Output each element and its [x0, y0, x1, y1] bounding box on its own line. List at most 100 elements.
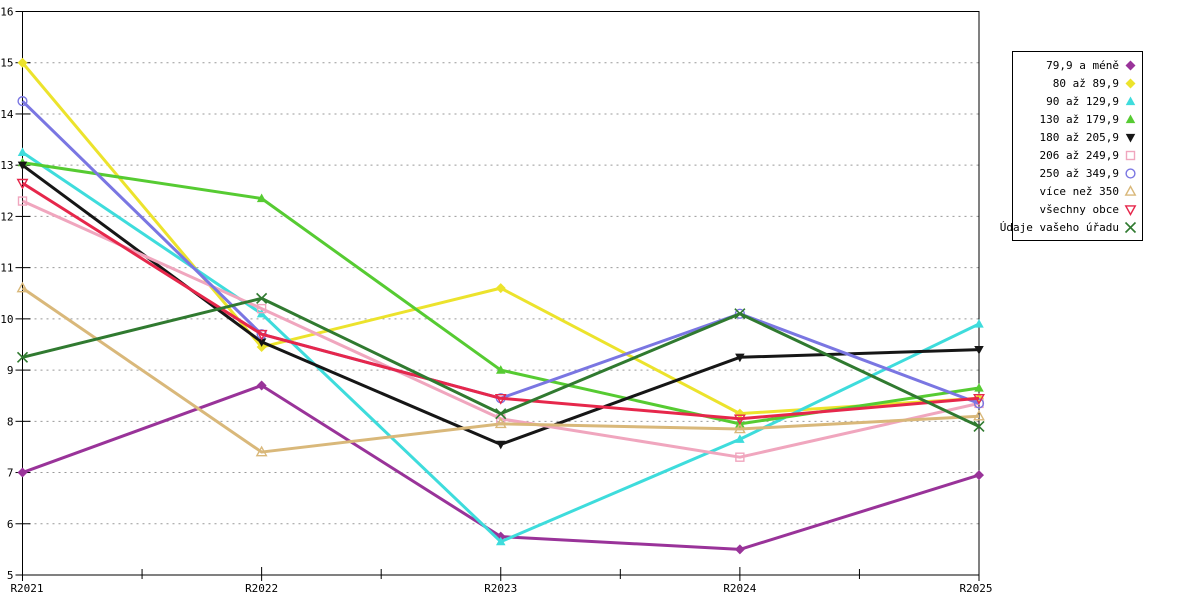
data-point-marker [17, 161, 28, 171]
data-point-marker [17, 57, 28, 68]
data-point-marker [495, 283, 506, 294]
data-point-marker [495, 408, 507, 420]
y-tick-label: 8 [7, 415, 14, 428]
data-point-marker [16, 351, 29, 363]
series-line [21, 181, 980, 421]
data-point-marker [496, 536, 506, 546]
diamond-legend-icon [1125, 78, 1136, 88]
data-point-marker [734, 544, 745, 555]
data-point-marker [1125, 114, 1136, 123]
data-point-marker [1124, 184, 1137, 196]
y-tick-label: 12 [0, 210, 13, 223]
legend-box: 79,9 a méně 80 až 89,9 90 až 129,9 130 až 1… [1000, 51, 1143, 241]
legend-label: 130 až 179,9 [1039, 112, 1119, 126]
data-point-marker [735, 452, 745, 462]
diamond-legend-icon [1125, 60, 1136, 70]
data-point-marker [973, 420, 985, 433]
data-point-marker [733, 414, 746, 426]
data-point-marker [974, 346, 984, 355]
data-point-marker [1125, 167, 1136, 179]
legend-label: 80 až 89,9 [1052, 76, 1119, 90]
y-tick-label: 7 [7, 467, 14, 480]
y-tick-label: 6 [7, 518, 14, 531]
data-point-marker [16, 178, 29, 190]
data-point-marker [256, 292, 268, 304]
square-open-legend-icon [1125, 150, 1136, 160]
y-tick-label: 5 [7, 569, 14, 582]
data-point-marker [496, 365, 506, 374]
data-point-marker [735, 353, 745, 363]
series-line [21, 151, 980, 544]
legend-row: všechny obce [1017, 200, 1137, 218]
legend-row: 130 až 179,9 [1017, 110, 1137, 128]
data-point-marker [734, 308, 745, 319]
data-point-marker [496, 440, 506, 450]
data-point-marker [1125, 60, 1136, 70]
data-point-marker [973, 393, 985, 405]
legend-label: 79,9 a méně [1046, 58, 1119, 72]
legend-row: Údaje vašeho úřadu [1000, 218, 1137, 236]
data-point-marker [17, 196, 28, 206]
data-point-marker [256, 193, 267, 203]
data-point-marker [494, 417, 507, 429]
data-point-marker [16, 281, 29, 293]
triangle-legend-icon [1125, 96, 1136, 105]
triangle-legend-icon [1125, 114, 1136, 123]
data-point-marker [255, 445, 268, 457]
legend-label: Údaje vašeho úřadu [999, 220, 1119, 234]
series-line [21, 286, 980, 454]
data-point-marker [1125, 96, 1136, 105]
y-tick-label: 14 [0, 108, 14, 121]
triangle-open-legend-icon [1124, 184, 1137, 196]
legend-label: 206 až 249,9 [1039, 148, 1119, 162]
data-point-marker [974, 470, 984, 481]
triangle-down-open-legend-icon [1124, 204, 1137, 216]
x-cross-legend-icon [1124, 221, 1137, 233]
legend-row: 90 až 129,9 [1017, 92, 1137, 110]
y-tick-label: 16 [0, 6, 13, 19]
legend-label: 180 až 205,9 [1039, 130, 1119, 144]
x-tick-label: R2024 [723, 582, 756, 595]
legend-row: 206 až 249,9 [1017, 146, 1137, 164]
x-tick-label: R2021 [10, 582, 43, 595]
x-tick-label: R2025 [959, 582, 992, 595]
data-point-marker [734, 408, 745, 419]
data-point-marker [17, 147, 28, 156]
data-point-marker [734, 308, 746, 320]
y-tick-label: 11 [0, 262, 13, 275]
circle-open-legend-icon [1125, 167, 1136, 179]
plot-border [22, 11, 980, 576]
data-point-marker [1124, 204, 1137, 216]
data-point-marker [1124, 221, 1137, 233]
triangle-down-legend-icon [1125, 133, 1136, 142]
data-point-marker [1125, 150, 1136, 160]
legend-label: všechny obce [1039, 202, 1119, 216]
data-point-marker [255, 329, 268, 341]
legend-row: více než 350 [1017, 182, 1137, 200]
y-tick-label: 13 [0, 159, 13, 172]
legend-label: 90 až 129,9 [1046, 94, 1119, 108]
data-point-marker [973, 409, 985, 421]
data-point-marker [735, 434, 745, 443]
data-point-marker [733, 422, 746, 434]
series-line [21, 61, 980, 416]
data-point-marker [974, 318, 984, 328]
legend-label: 250 až 349,9 [1039, 166, 1119, 180]
legend-row: 180 až 205,9 [1017, 128, 1137, 146]
legend-row: 80 až 89,9 [1017, 74, 1137, 92]
data-point-marker [1125, 133, 1136, 142]
data-point-marker [17, 96, 28, 107]
x-tick-label: R2022 [245, 582, 278, 595]
data-point-marker [256, 380, 267, 391]
data-point-marker [494, 393, 507, 405]
y-tick-label: 9 [7, 364, 14, 377]
legend-row: 250 až 349,9 [1017, 164, 1137, 182]
data-point-marker [974, 383, 984, 392]
legend-row: 79,9 a méně [1017, 56, 1137, 74]
data-point-marker [256, 338, 267, 347]
legend-label: více než 350 [1039, 184, 1119, 198]
data-point-marker [256, 303, 267, 314]
x-tick-label: R2023 [484, 582, 517, 595]
